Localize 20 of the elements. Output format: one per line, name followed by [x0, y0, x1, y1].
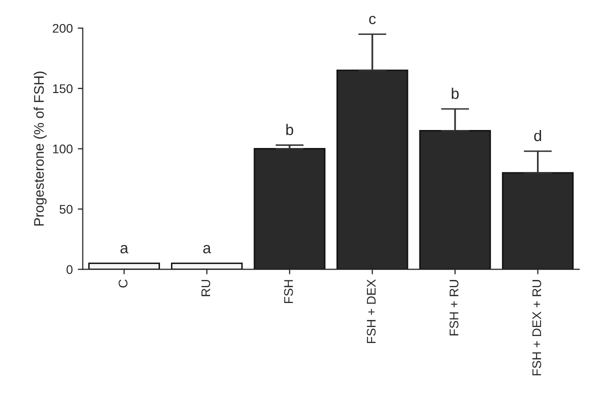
annotation: b [286, 124, 294, 136]
y-axis-title: Progesterone (% of FSH) [34, 72, 47, 226]
bar [170, 262, 243, 270]
x-tick-label: FSH + DEX + RU [532, 280, 542, 376]
annotation: b [452, 88, 459, 99]
text: c [369, 16, 376, 24]
x-tick-label: C [118, 280, 128, 288]
x-tick-label: RU [201, 280, 210, 296]
y-tick-label: 50 [60, 204, 73, 214]
annotation: a [203, 244, 212, 254]
x-tick-label: FSH + DEX [366, 279, 376, 343]
annotation: d [534, 130, 542, 142]
y-tick-label: 200 [52, 24, 73, 33]
x-tick-label: FSH + RU [450, 280, 458, 336]
annotation: a [120, 244, 128, 254]
y-tick-label: 150 [53, 84, 73, 94]
y-tick-label: 100 [53, 144, 73, 154]
x-tick-label: FSH [284, 280, 293, 304]
y-tick-label: 0 [66, 265, 73, 274]
bar [88, 262, 160, 270]
